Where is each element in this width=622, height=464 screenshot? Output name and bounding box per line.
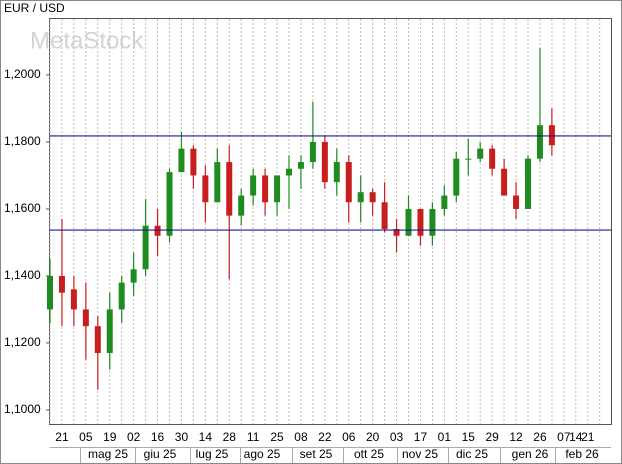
x-tick-label: 16 [151, 430, 165, 444]
candle-body [369, 192, 376, 203]
x-tick-label: 07 [557, 430, 571, 444]
candle-body [501, 168, 508, 196]
x-tick-label: 14 [569, 430, 583, 444]
month-label: gen 26 [512, 447, 549, 461]
candle-body [321, 141, 328, 183]
month-label: ott 25 [354, 447, 384, 461]
candle-body [262, 175, 269, 203]
candle-body [333, 162, 340, 183]
candle-body [142, 225, 149, 270]
x-tick-label: 15 [462, 430, 476, 444]
month-label: set 25 [300, 447, 333, 461]
candle-body [106, 309, 113, 353]
candle-body [441, 195, 448, 209]
candle-body [70, 289, 77, 310]
x-tick-label: 30 [175, 430, 189, 444]
candle-body [166, 172, 173, 236]
x-tick-label: 21 [581, 430, 595, 444]
candle-body [297, 162, 304, 169]
candle-body [453, 158, 460, 196]
month-label: nov 25 [402, 447, 438, 461]
candle-body [477, 148, 484, 159]
plot-area [49, 18, 612, 425]
candle-body [393, 229, 400, 236]
x-tick-label: 11 [247, 430, 260, 444]
x-tick-label: 12 [509, 430, 523, 444]
candle-body [525, 158, 531, 209]
x-tick-label: 08 [294, 430, 308, 444]
x-tick-label: 26 [533, 430, 547, 444]
x-tick-label: 22 [318, 430, 332, 444]
x-tick-label: 28 [223, 430, 237, 444]
candle-body [47, 275, 53, 310]
x-tick-label: 01 [438, 430, 452, 444]
x-tick-label: 29 [485, 430, 499, 444]
candle-body [250, 175, 257, 196]
candle-body [536, 125, 543, 159]
month-label: feb 26 [565, 447, 599, 461]
candle-body [489, 148, 496, 169]
x-tick-label: 25 [270, 430, 284, 444]
y-tick-label: 1,1000 [4, 402, 41, 416]
candle-body [118, 282, 125, 310]
candle-body [465, 158, 472, 160]
candle-body [345, 162, 352, 203]
candle-body [286, 168, 292, 176]
candle-body [381, 202, 388, 230]
x-tick-label: 02 [127, 430, 141, 444]
x-tick-label: 03 [390, 430, 404, 444]
x-tick-label: 19 [103, 430, 117, 444]
candle-body [190, 148, 197, 176]
y-tick-label: 1,2000 [4, 67, 41, 81]
candle-body [130, 269, 137, 283]
candle-body [238, 195, 245, 216]
watermark: MetaStock [30, 27, 144, 54]
x-tick-label: 20 [366, 430, 380, 444]
candle-body [94, 326, 101, 353]
candle-body [58, 275, 65, 293]
month-label: mag 25 [88, 447, 128, 461]
candle-body [154, 225, 161, 236]
x-tick-label: 14 [199, 430, 213, 444]
candle-body [548, 125, 555, 146]
x-tick-label: 06 [342, 430, 356, 444]
candle-body [82, 309, 89, 327]
candle-body [178, 148, 185, 173]
x-tick-label: 21 [55, 430, 69, 444]
candle-body [226, 162, 233, 216]
x-tick-label: 05 [79, 430, 93, 444]
candle-body [357, 192, 364, 203]
x-tick-label: 17 [414, 430, 428, 444]
chart-title: EUR / USD [4, 1, 65, 15]
month-label: lug 25 [196, 447, 229, 461]
candle-body [417, 208, 424, 236]
candle-body [309, 141, 316, 163]
candle-body [202, 175, 209, 203]
y-tick-label: 1,1200 [4, 335, 41, 349]
month-label: ago 25 [244, 447, 281, 461]
y-tick-label: 1,1400 [4, 268, 41, 282]
candle-body [513, 195, 520, 209]
y-tick-label: 1,1800 [4, 134, 41, 148]
candle-body [429, 208, 436, 236]
candle-body [405, 208, 412, 236]
month-label: giu 25 [144, 447, 177, 461]
month-label: dic 25 [456, 447, 488, 461]
candle-body [274, 175, 281, 203]
y-tick-label: 1,1600 [4, 201, 41, 215]
candle-body [214, 162, 221, 203]
